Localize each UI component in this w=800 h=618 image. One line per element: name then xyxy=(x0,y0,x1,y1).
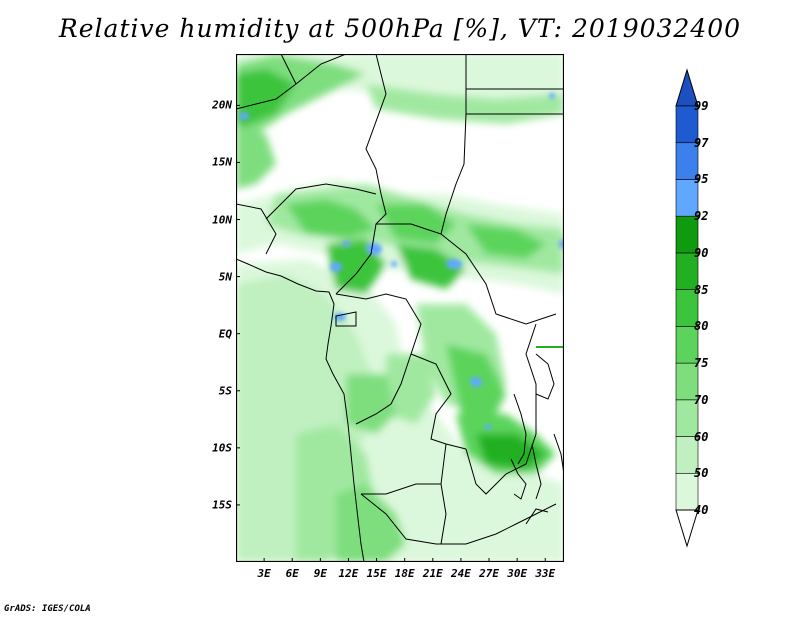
lon-label: 3E xyxy=(257,567,271,580)
lon-label: 12E xyxy=(338,567,359,580)
lon-label: 27E xyxy=(479,567,499,580)
map-ticks xyxy=(236,104,546,562)
colorbar-label: 40 xyxy=(694,503,709,517)
humidity-field xyxy=(236,54,564,562)
colorbar-label: 75 xyxy=(694,356,709,371)
lon-label: 30E xyxy=(507,567,528,580)
colorbar-label: 85 xyxy=(694,282,709,297)
colorbar-label: 97 xyxy=(694,135,709,150)
map-title: Relative humidity at 500hPa [%], VT: 201… xyxy=(58,14,742,43)
lon-label: 33E xyxy=(535,567,556,580)
lon-label: 9E xyxy=(313,567,327,580)
lon-label: 6E xyxy=(285,567,299,580)
coastlines-borders xyxy=(236,54,564,562)
humidity-map xyxy=(236,54,564,562)
lat-label: 5S xyxy=(218,384,232,398)
lat-label: 15S xyxy=(212,498,232,512)
lat-label: 10N xyxy=(212,213,232,227)
lat-label: 20N xyxy=(212,98,232,112)
lat-label: 15N xyxy=(212,155,232,169)
colorbar-box xyxy=(675,105,699,144)
colorbar-label: 80 xyxy=(694,319,709,334)
colorbar-under-arrow xyxy=(675,509,699,548)
lat-label: 10S xyxy=(212,441,232,455)
lon-label: 15E xyxy=(366,567,387,580)
colorbar-label: 90 xyxy=(694,245,709,260)
colorbar-label: 70 xyxy=(694,392,709,407)
map-frame xyxy=(236,54,564,562)
lat-label: EQ xyxy=(218,327,232,341)
colorbar xyxy=(675,68,699,548)
colorbar-label: 92 xyxy=(694,209,709,224)
grads-credit: GrADS: IGES/COLA xyxy=(4,604,91,614)
lon-label: 24E xyxy=(450,567,471,580)
lat-label: 5N xyxy=(218,270,232,284)
colorbar-label: 99 xyxy=(694,99,709,113)
saturation-patches xyxy=(239,93,564,430)
lon-label: 21E xyxy=(422,567,443,580)
colorbar-label: 50 xyxy=(694,466,709,481)
lon-label: 18E xyxy=(394,567,415,580)
colorbar-label: 60 xyxy=(694,429,709,444)
colorbar-label: 95 xyxy=(694,172,709,187)
